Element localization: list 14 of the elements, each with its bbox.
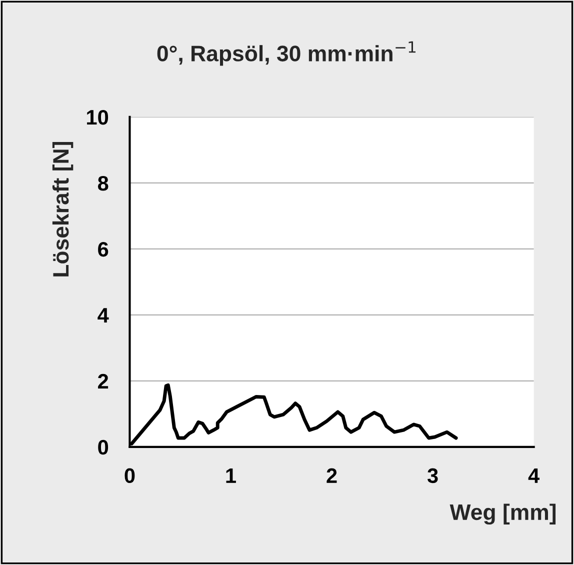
- y-tick-label: 2: [98, 374, 108, 388]
- y-tick-label: 8: [98, 176, 108, 191]
- x-tick-label: 0: [124, 468, 135, 484]
- y-tick-label: 4: [98, 308, 109, 322]
- y-tick-label: 6: [98, 242, 108, 257]
- y-tick-label: 10: [87, 110, 108, 125]
- x-axis-title: Weg [mm]: [450, 504, 556, 525]
- x-tick-label: 1: [226, 468, 236, 483]
- y-tick-label: 0: [98, 440, 108, 455]
- y-axis-title: Lösekraft [N]: [52, 142, 74, 276]
- chart-title: 0°, Rapsöl, 30 mm·min$^{−1}$: [157, 41, 416, 66]
- x-tick-label: 2: [326, 468, 337, 483]
- x-tick-label: 4: [528, 468, 540, 483]
- x-tick-label: 3: [427, 468, 438, 484]
